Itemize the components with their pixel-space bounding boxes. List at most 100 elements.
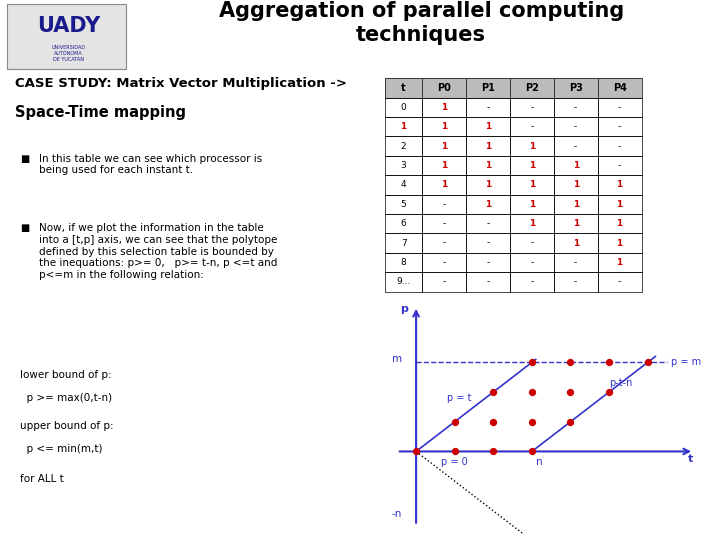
Text: -: - [574, 103, 577, 112]
Bar [466, 253, 510, 272]
Text: 6: 6 [401, 219, 407, 228]
Text: 4: 4 [401, 180, 406, 190]
Text: P4: P4 [613, 83, 626, 93]
Text: n: n [536, 457, 543, 467]
Text: 1: 1 [572, 219, 579, 228]
Bar [554, 272, 598, 292]
Text: -: - [574, 278, 577, 286]
Text: t: t [401, 83, 406, 93]
Bar [422, 214, 466, 233]
Text: 1: 1 [528, 219, 535, 228]
Text: -: - [530, 103, 534, 112]
Bar [510, 253, 554, 272]
Bar [422, 137, 466, 156]
Bar [422, 253, 466, 272]
Text: -: - [574, 122, 577, 131]
Text: p = 0: p = 0 [441, 457, 468, 467]
Bar [422, 272, 466, 292]
Text: 1: 1 [572, 180, 579, 190]
Bar [510, 272, 554, 292]
Bar [510, 98, 554, 117]
Bar [385, 176, 422, 194]
Text: -: - [530, 258, 534, 267]
Text: 1: 1 [616, 200, 623, 209]
Text: 1: 1 [441, 103, 447, 112]
Bar [598, 78, 642, 98]
Text: ■: ■ [20, 224, 30, 233]
Text: 7: 7 [401, 239, 407, 248]
Text: 1: 1 [485, 200, 491, 209]
Bar [422, 233, 466, 253]
Text: 5: 5 [401, 200, 407, 209]
Text: -: - [574, 258, 577, 267]
Bar [466, 194, 510, 214]
Text: -: - [486, 239, 490, 248]
Text: p: p [400, 304, 408, 314]
Bar [422, 194, 466, 214]
Text: P2: P2 [525, 83, 539, 93]
Bar [554, 194, 598, 214]
Point [410, 447, 422, 456]
Text: -: - [618, 103, 621, 112]
Text: upper bound of p:: upper bound of p: [20, 421, 114, 431]
Point [642, 358, 654, 367]
Point [526, 358, 538, 367]
Text: UADY: UADY [37, 16, 100, 36]
Bar [510, 117, 554, 137]
Bar [466, 176, 510, 194]
Bar [554, 78, 598, 98]
Point [487, 417, 499, 426]
Text: 1: 1 [616, 239, 623, 248]
Text: for ALL t: for ALL t [20, 474, 64, 484]
Bar [422, 117, 466, 137]
Bar [554, 253, 598, 272]
Text: -: - [442, 200, 446, 209]
Bar [598, 214, 642, 233]
Text: 2: 2 [401, 141, 406, 151]
Bar [385, 117, 422, 137]
Text: -: - [618, 122, 621, 131]
Text: Aggregation of parallel computing
techniques: Aggregation of parallel computing techni… [219, 2, 624, 45]
Text: 1: 1 [572, 200, 579, 209]
Text: -n: -n [392, 509, 402, 519]
Text: 1: 1 [616, 258, 623, 267]
Text: 1: 1 [485, 141, 491, 151]
Bar [554, 137, 598, 156]
Bar [598, 272, 642, 292]
Bar [422, 176, 466, 194]
Bar [466, 233, 510, 253]
FancyBboxPatch shape [7, 4, 126, 69]
Bar [554, 98, 598, 117]
Bar [385, 156, 422, 176]
Text: 1: 1 [441, 141, 447, 151]
Text: Space-Time mapping: Space-Time mapping [14, 105, 186, 120]
Point [526, 388, 538, 396]
Bar [598, 78, 642, 98]
Text: -: - [486, 219, 490, 228]
Bar [510, 233, 554, 253]
Point [449, 447, 461, 456]
Bar [385, 272, 422, 292]
Point [487, 388, 499, 396]
Text: -: - [442, 239, 446, 248]
Point [449, 417, 461, 426]
Text: In this table we can see which processor is
being used for each instant t.: In this table we can see which processor… [39, 154, 262, 176]
Text: 1: 1 [485, 122, 491, 131]
Text: -: - [486, 103, 490, 112]
Point [603, 358, 615, 367]
Bar [598, 233, 642, 253]
Bar [466, 117, 510, 137]
Bar [466, 137, 510, 156]
Point [564, 358, 576, 367]
Text: Now, if we plot the information in the table
into a [t,p] axis, we can see that : Now, if we plot the information in the t… [39, 224, 277, 280]
Text: P0: P0 [437, 83, 451, 93]
Text: 1: 1 [485, 180, 491, 190]
Bar [598, 194, 642, 214]
Text: 1: 1 [616, 219, 623, 228]
Text: -: - [574, 141, 577, 151]
Text: p-t-n: p-t-n [609, 378, 632, 388]
Text: 1: 1 [528, 161, 535, 170]
Bar [385, 253, 422, 272]
Bar [554, 117, 598, 137]
Text: -: - [618, 278, 621, 286]
